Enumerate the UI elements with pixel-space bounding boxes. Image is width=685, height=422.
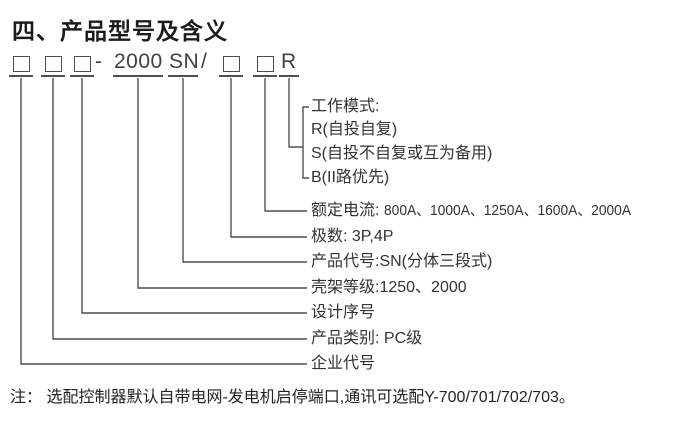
underline-series xyxy=(168,75,198,77)
model-box-category xyxy=(45,56,62,72)
model-frame-size: 2000 xyxy=(114,50,163,73)
underline-frame-size xyxy=(113,75,163,77)
label-work-mode-option-r: R(自投自复) xyxy=(311,121,398,138)
model-box-poles xyxy=(223,56,240,72)
model-series: SN xyxy=(169,50,200,73)
label-work-mode-heading: 工作模式: xyxy=(311,98,380,115)
underline-mode xyxy=(279,75,299,77)
label-product-code: 产品代号:SN(分体三段式) xyxy=(311,253,493,270)
label-design-serial: 设计序号 xyxy=(311,304,376,321)
underline-current xyxy=(253,75,277,77)
label-poles: 极数: 3P,4P xyxy=(311,228,394,245)
model-box-enterprise xyxy=(13,56,30,72)
underline-category xyxy=(41,75,65,77)
page-title: 四、产品型号及含义 xyxy=(12,18,228,44)
model-mode-letter: R xyxy=(281,50,297,73)
label-work-mode-option-b: B(II路优先) xyxy=(311,169,390,186)
label-rated-current-values: 800A、1000A、1250A、1600A、2000A xyxy=(383,202,631,219)
underline-design xyxy=(70,75,94,77)
label-rated-current: 额定电流: 800A、1000A、1250A、1600A、2000A xyxy=(311,202,652,220)
model-box-current xyxy=(257,56,274,72)
underline-poles xyxy=(219,75,243,77)
label-product-category: 产品类别: PC级 xyxy=(311,330,423,347)
model-box-design xyxy=(74,56,91,72)
label-rated-current-name: 额定电流: xyxy=(311,202,380,219)
label-frame-grade: 壳架等级:1250、2000 xyxy=(311,279,467,296)
model-slash: / xyxy=(201,50,208,73)
underline-enterprise xyxy=(9,75,33,77)
model-dash: - xyxy=(95,50,103,73)
label-enterprise-code: 企业代号 xyxy=(311,355,376,372)
note-text: 注： 选配控制器默认自带电网-发电机启停端口,通讯可选配Y-700/701/70… xyxy=(10,389,575,406)
label-work-mode-option-s: S(自投不自复或互为备用) xyxy=(311,145,493,162)
